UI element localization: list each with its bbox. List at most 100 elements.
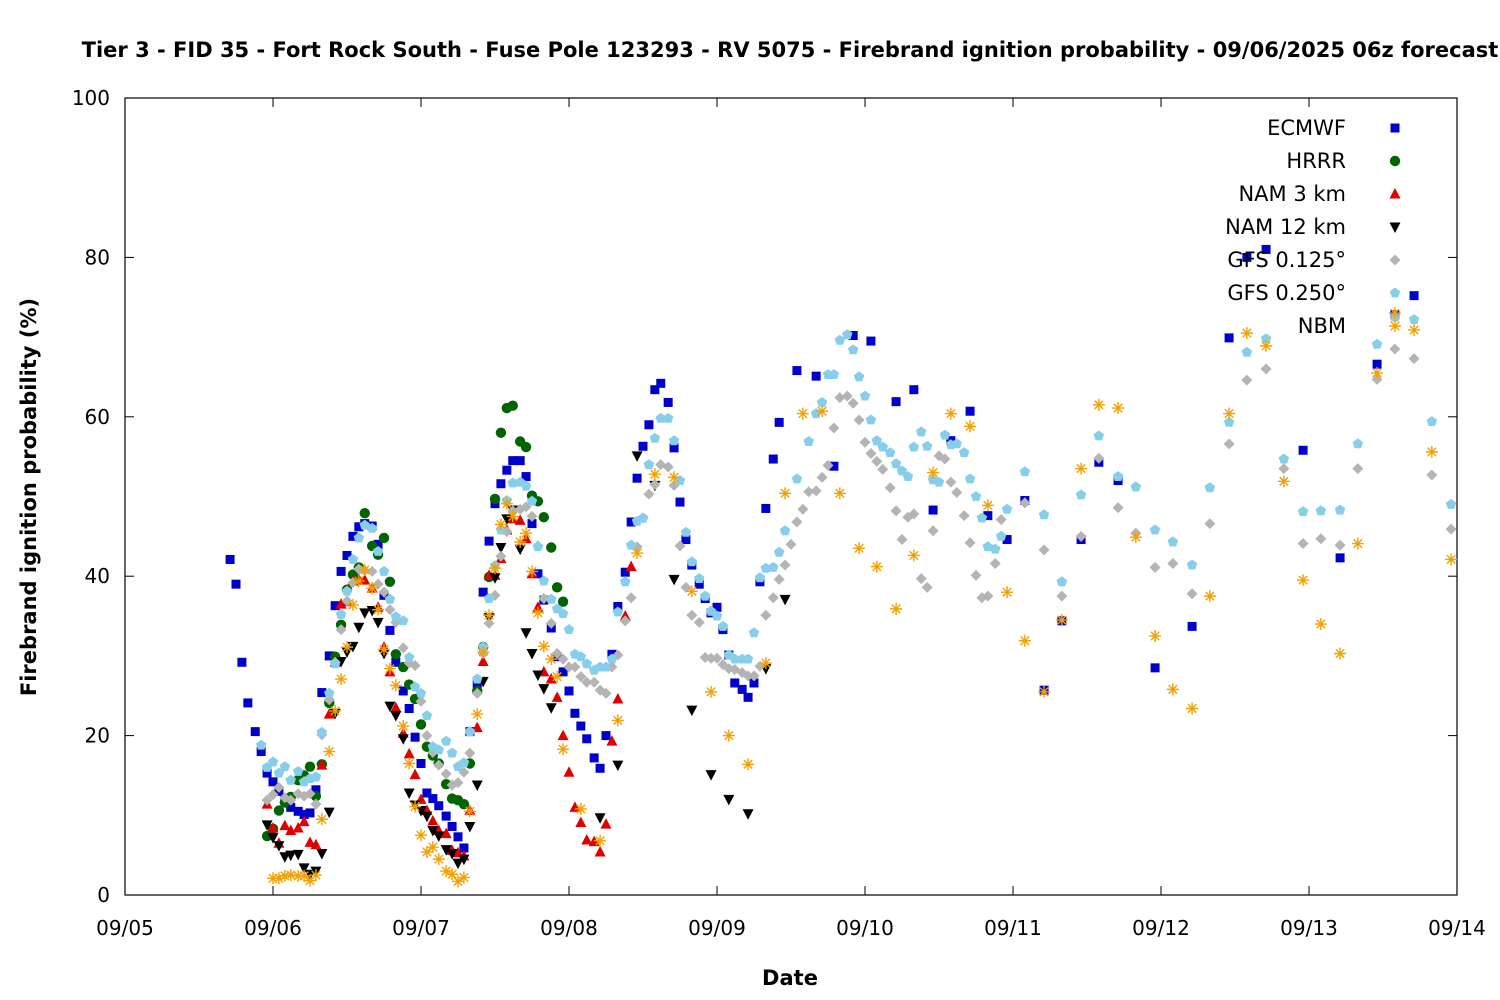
- data-point: [1352, 438, 1364, 449]
- data-point: [655, 412, 666, 423]
- data-point: [409, 800, 422, 813]
- data-point: [613, 601, 623, 611]
- data-point: [237, 657, 247, 667]
- data-point: [1203, 590, 1216, 603]
- data-point: [884, 482, 896, 494]
- data-point: [662, 461, 674, 473]
- data-point: [742, 809, 754, 820]
- data-point: [526, 495, 538, 506]
- data-point: [446, 868, 459, 881]
- data-point: [989, 557, 1001, 569]
- data-point: [520, 527, 533, 540]
- data-points: [225, 244, 1458, 888]
- data-point: [1409, 291, 1419, 301]
- data-point: [1223, 416, 1235, 427]
- data-point: [866, 336, 876, 346]
- data-point: [890, 458, 902, 469]
- data-point: [538, 575, 550, 586]
- data-point: [1093, 452, 1105, 464]
- data-point: [594, 845, 606, 857]
- data-point: [311, 785, 321, 795]
- data-point: [816, 471, 828, 483]
- data-point: [1166, 683, 1179, 696]
- data-point: [1001, 503, 1013, 514]
- data-point: [1278, 463, 1290, 475]
- data-point: [791, 473, 803, 484]
- data-point: [304, 761, 316, 772]
- data-point: [902, 471, 914, 481]
- data-point: [848, 331, 858, 341]
- y-tick-label: 20: [85, 724, 110, 748]
- legend-marker: [1390, 123, 1400, 133]
- data-point: [699, 590, 711, 601]
- x-tick-label: 09/13: [1280, 916, 1338, 940]
- data-point: [472, 673, 483, 684]
- data-point: [409, 681, 421, 692]
- data-point: [669, 443, 679, 453]
- data-point: [526, 510, 538, 522]
- data-point: [681, 535, 691, 545]
- data-point: [1240, 327, 1253, 340]
- data-point: [1149, 524, 1161, 535]
- data-point: [231, 579, 241, 589]
- data-point: [348, 531, 358, 541]
- y-tick-label: 40: [85, 564, 110, 588]
- data-point: [1334, 504, 1346, 515]
- data-point: [335, 609, 347, 619]
- data-point: [686, 705, 698, 717]
- data-point: [310, 771, 322, 782]
- data-point: [694, 573, 705, 583]
- data-point: [378, 586, 390, 598]
- series-4: [261, 343, 1457, 810]
- data-point: [668, 435, 680, 446]
- data-point: [366, 582, 379, 595]
- data-point: [384, 604, 396, 616]
- data-point: [1075, 462, 1088, 475]
- data-point: [440, 768, 452, 780]
- legend: ECMWF HRRR NAM 3 km NAM 12 km GFS 0.125° GFS …: [1225, 116, 1401, 338]
- data-point: [372, 617, 384, 629]
- x-tick-label: 09/11: [984, 916, 1042, 940]
- data-point: [944, 407, 957, 420]
- data-point: [452, 858, 464, 870]
- legend-marker: [1389, 320, 1401, 332]
- data-point: [648, 468, 661, 481]
- data-point: [464, 821, 476, 833]
- data-point: [964, 420, 977, 433]
- data-point: [730, 678, 740, 688]
- data-point: [391, 657, 401, 667]
- data-point: [1038, 685, 1051, 698]
- data-point: [570, 708, 580, 718]
- data-point: [273, 841, 285, 852]
- data-point: [378, 643, 390, 656]
- data-point: [637, 512, 649, 523]
- data-point: [1389, 343, 1401, 355]
- data-point: [575, 651, 587, 662]
- data-point: [514, 544, 526, 556]
- data-point: [537, 640, 550, 653]
- data-point: [1093, 430, 1105, 441]
- data-point: [785, 538, 797, 550]
- data-point: [631, 547, 644, 560]
- data-point: [458, 798, 470, 810]
- data-point: [1351, 537, 1364, 550]
- data-point: [421, 811, 433, 823]
- data-point: [390, 649, 402, 660]
- data-point: [415, 695, 427, 707]
- data-point: [316, 759, 328, 770]
- data-point: [663, 397, 673, 407]
- data-point: [1408, 353, 1420, 365]
- data-point: [463, 805, 476, 818]
- data-point: [822, 459, 834, 471]
- data-point: [1130, 481, 1142, 492]
- data-point: [323, 708, 335, 719]
- data-point: [496, 479, 506, 489]
- data-point: [390, 701, 402, 713]
- data-point: [335, 673, 348, 686]
- data-point: [1055, 614, 1068, 627]
- data-point: [298, 815, 310, 827]
- data-point: [358, 563, 371, 576]
- data-point: [668, 574, 680, 586]
- data-point: [1277, 475, 1290, 488]
